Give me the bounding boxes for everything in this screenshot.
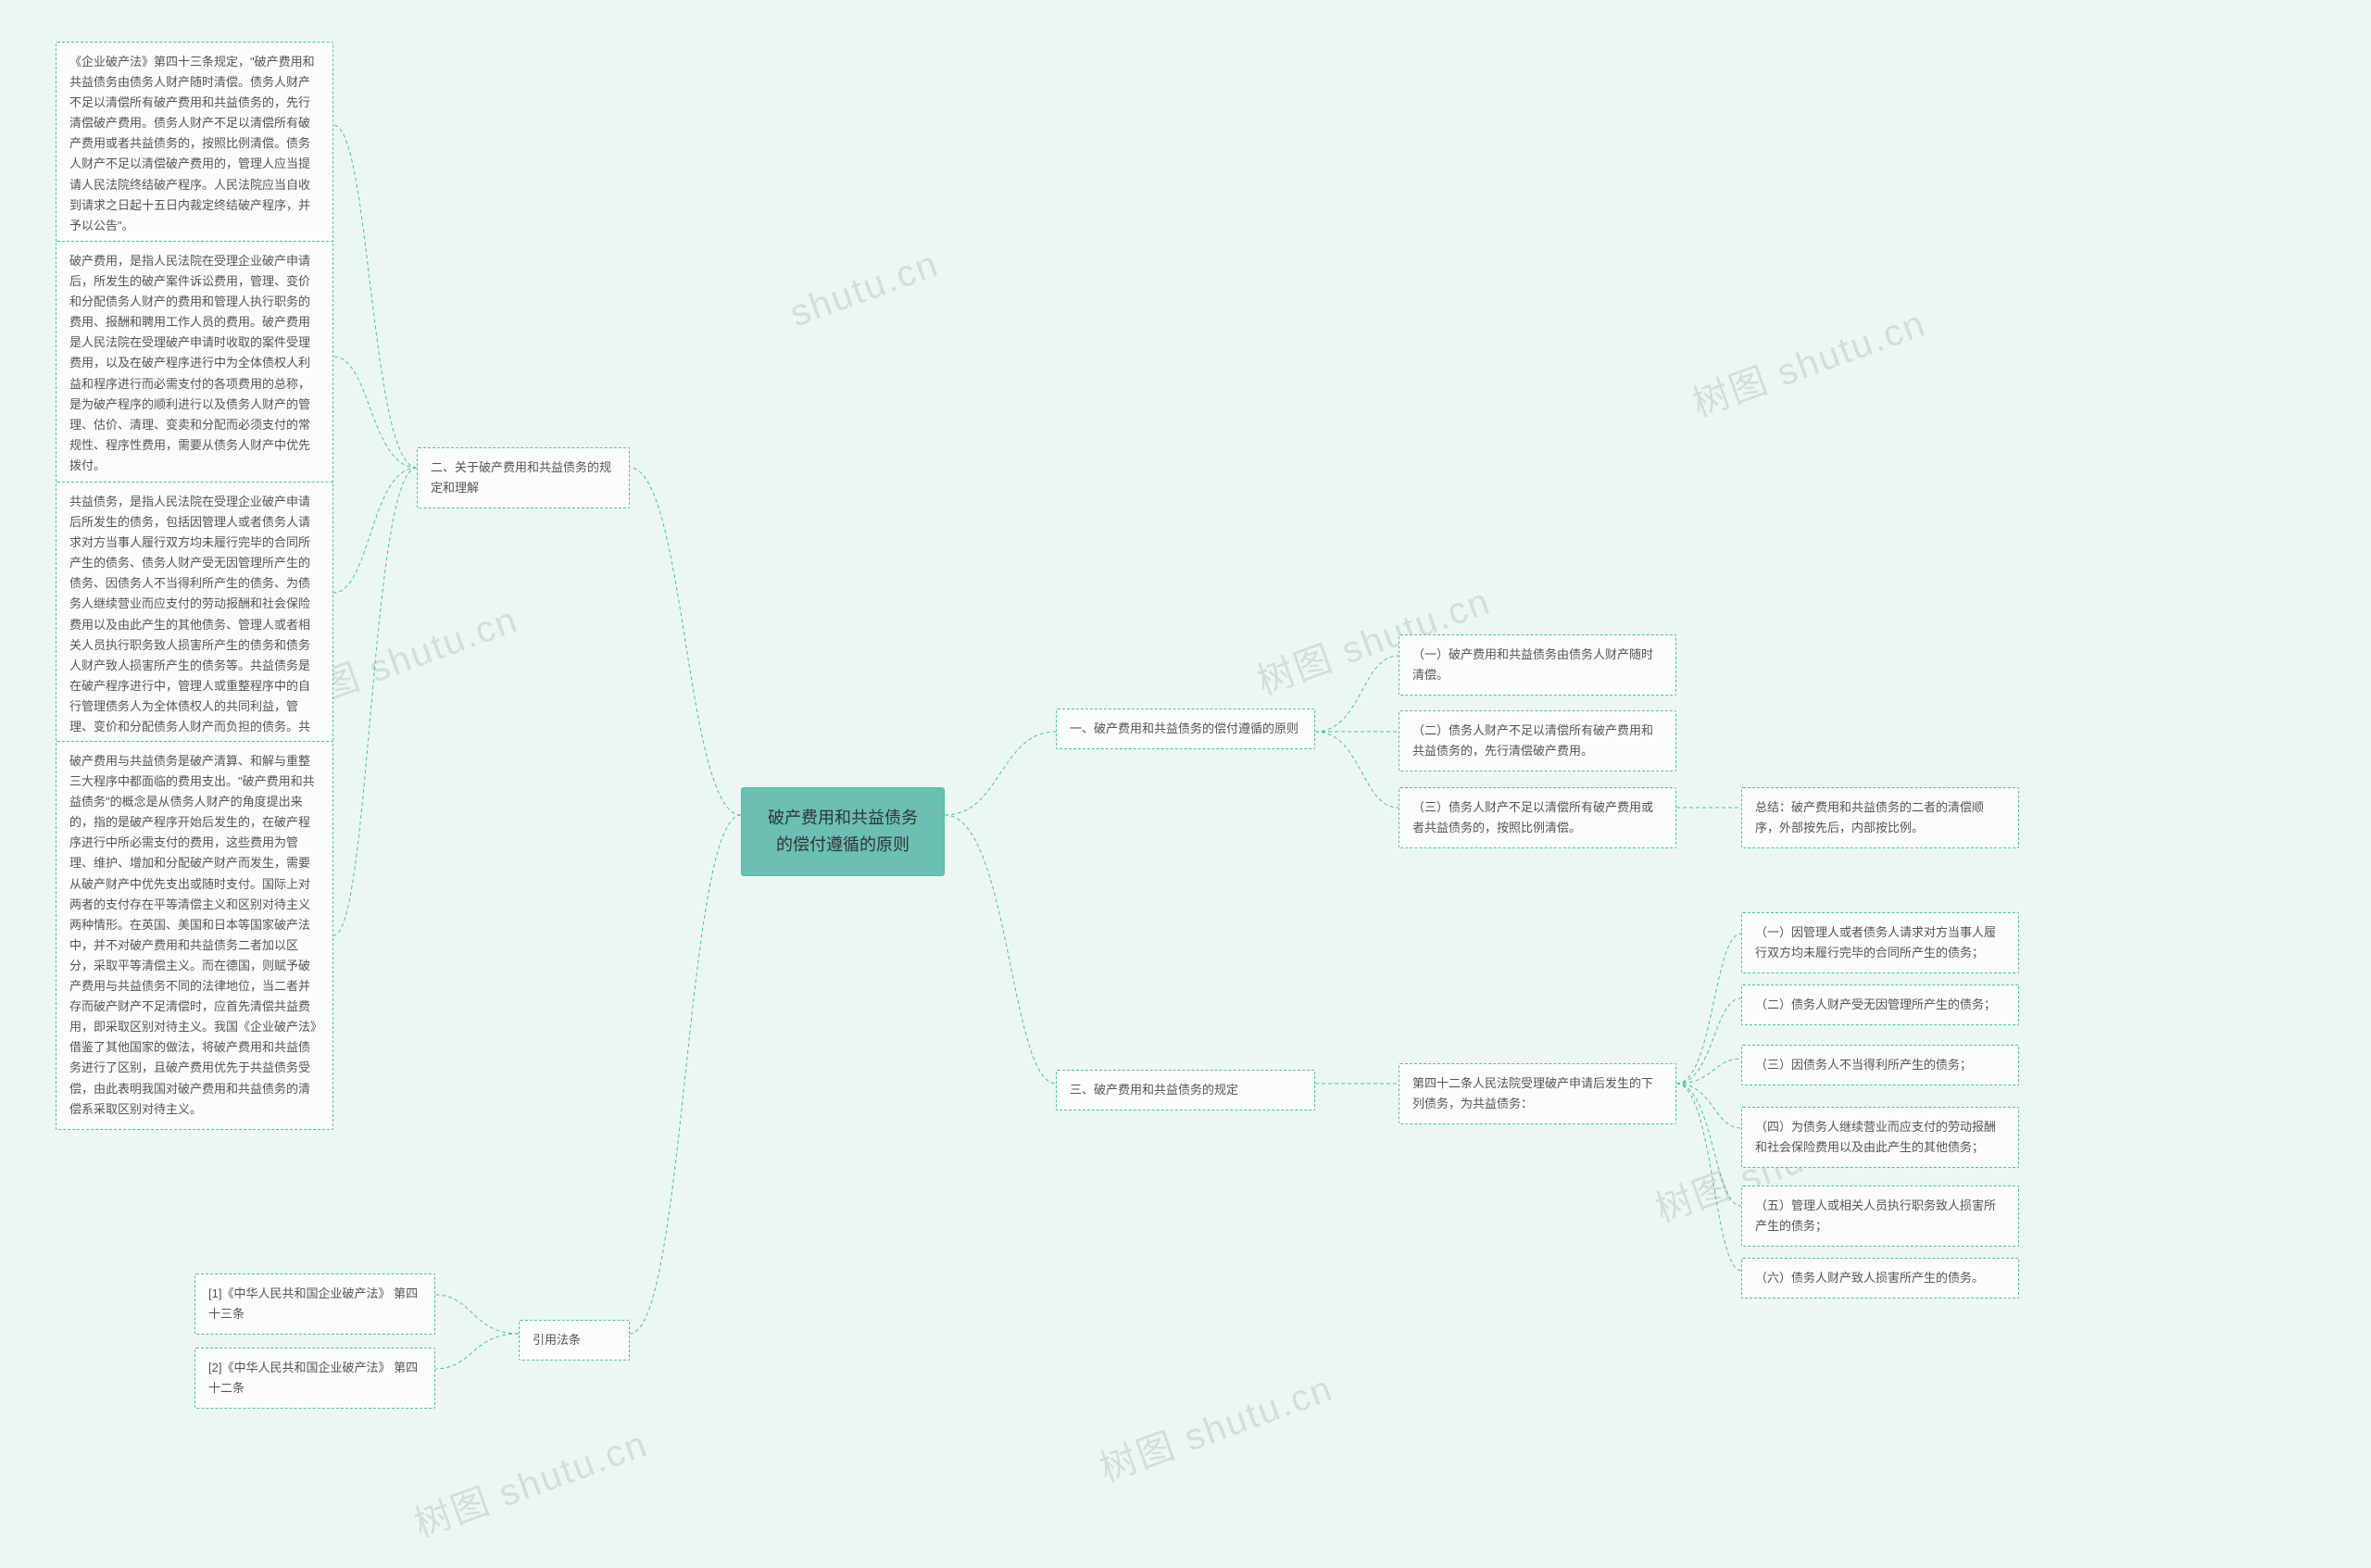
branch-2-p3[interactable]: 共益债务，是指人民法院在受理企业破产申请后所发生的债务，包括因管理人或者债务人请… [56,482,333,768]
branch-label: 二、关于破产费用和共益债务的规定和理解 [431,460,611,495]
watermark: shutu.cn [784,244,945,335]
branch-3-d1[interactable]: （一）因管理人或者债务人请求对方当事人履行双方均未履行完毕的合同所产生的债务； [1741,912,2019,973]
branch-1-child-3[interactable]: （三）债务人财产不足以清偿所有破产费用或者共益债务的，按照比例清偿。 [1399,787,1676,848]
leaf-text: 破产费用，是指人民法院在受理企业破产申请后，所发生的破产案件诉讼费用，管理、变价… [69,254,310,472]
branch-3-d3[interactable]: （三）因债务人不当得利所产生的债务； [1741,1045,2019,1085]
branch-3-mid[interactable]: 第四十二条人民法院受理破产申请后发生的下列债务，为共益债务： [1399,1063,1676,1124]
watermark: 树图 shutu.cn [1091,1359,1339,1493]
branch-2-p1[interactable]: 《企业破产法》第四十三条规定，"破产费用和共益债务由债务人财产随时清偿。债务人财… [56,42,333,246]
root-label: 破产费用和共益债务的偿付遵循的原则 [768,809,918,854]
branch-label: 引用法条 [533,1333,581,1347]
leaf-text: （六）债务人财产致人损害所产生的债务。 [1755,1271,1984,1285]
leaf-text: （二）债务人财产受无因管理所产生的债务； [1755,997,1996,1011]
leaf-text: （三）因债务人不当得利所产生的债务； [1755,1058,1972,1072]
branch-3-d2[interactable]: （二）债务人财产受无因管理所产生的债务； [1741,985,2019,1025]
leaf-text: 《企业破产法》第四十三条规定，"破产费用和共益债务由债务人财产随时清偿。债务人财… [69,55,315,232]
branch-1-child-3-note[interactable]: 总结：破产费用和共益债务的二者的清偿顺序，外部按先后，内部按比例。 [1741,787,2019,848]
branch-1-child-2[interactable]: （二）债务人财产不足以清偿所有破产费用和共益债务的，先行清偿破产费用。 [1399,710,1676,771]
branch-4-ref1[interactable]: [1]《中华人民共和国企业破产法》 第四十三条 [194,1273,435,1335]
leaf-text: 第四十二条人民法院受理破产申请后发生的下列债务，为共益债务： [1412,1076,1653,1110]
watermark: 树图 shutu.cn [406,1414,654,1549]
branch-1-child-1[interactable]: （一）破产费用和共益债务由债务人财产随时清偿。 [1399,634,1676,696]
root-node[interactable]: 破产费用和共益债务的偿付遵循的原则 [741,787,945,876]
leaf-text: （一）破产费用和共益债务由债务人财产随时清偿。 [1412,647,1653,682]
branch-4[interactable]: 引用法条 [519,1320,630,1361]
branch-2-p2[interactable]: 破产费用，是指人民法院在受理企业破产申请后，所发生的破产案件诉讼费用，管理、变价… [56,241,333,486]
branch-label: 一、破产费用和共益债务的偿付遵循的原则 [1070,721,1298,735]
branch-label: 三、破产费用和共益债务的规定 [1070,1083,1238,1097]
leaf-text: 总结：破产费用和共益债务的二者的清偿顺序，外部按先后，内部按比例。 [1755,800,1984,834]
leaf-text: 破产费用与共益债务是破产清算、和解与重整三大程序中都面临的费用支出。"破产费用和… [69,754,317,1116]
branch-1[interactable]: 一、破产费用和共益债务的偿付遵循的原则 [1056,709,1315,749]
leaf-text: （三）债务人财产不足以清偿所有破产费用或者共益债务的，按照比例清偿。 [1412,800,1653,834]
branch-3-d4[interactable]: （四）为债务人继续营业而应支付的劳动报酬和社会保险费用以及由此产生的其他债务； [1741,1107,2019,1168]
branch-3-d6[interactable]: （六）债务人财产致人损害所产生的债务。 [1741,1258,2019,1298]
leaf-text: [1]《中华人民共和国企业破产法》 第四十三条 [208,1286,418,1321]
leaf-text: [2]《中华人民共和国企业破产法》 第四十二条 [208,1361,418,1395]
leaf-text: （四）为债务人继续营业而应支付的劳动报酬和社会保险费用以及由此产生的其他债务； [1755,1120,1996,1154]
leaf-text: （二）债务人财产不足以清偿所有破产费用和共益债务的，先行清偿破产费用。 [1412,723,1653,758]
branch-3-d5[interactable]: （五）管理人或相关人员执行职务致人损害所产生的债务； [1741,1185,2019,1247]
leaf-text: 共益债务，是指人民法院在受理企业破产申请后所发生的债务，包括因管理人或者债务人请… [69,495,310,754]
branch-3[interactable]: 三、破产费用和共益债务的规定 [1056,1070,1315,1110]
branch-2[interactable]: 二、关于破产费用和共益债务的规定和理解 [417,447,630,508]
leaf-text: （五）管理人或相关人员执行职务致人损害所产生的债务； [1755,1198,1996,1233]
watermark: 树图 shutu.cn [1684,294,1932,428]
branch-4-ref2[interactable]: [2]《中华人民共和国企业破产法》 第四十二条 [194,1348,435,1409]
leaf-text: （一）因管理人或者债务人请求对方当事人履行双方均未履行完毕的合同所产生的债务； [1755,925,1996,960]
branch-2-p4[interactable]: 破产费用与共益债务是破产清算、和解与重整三大程序中都面临的费用支出。"破产费用和… [56,741,333,1130]
